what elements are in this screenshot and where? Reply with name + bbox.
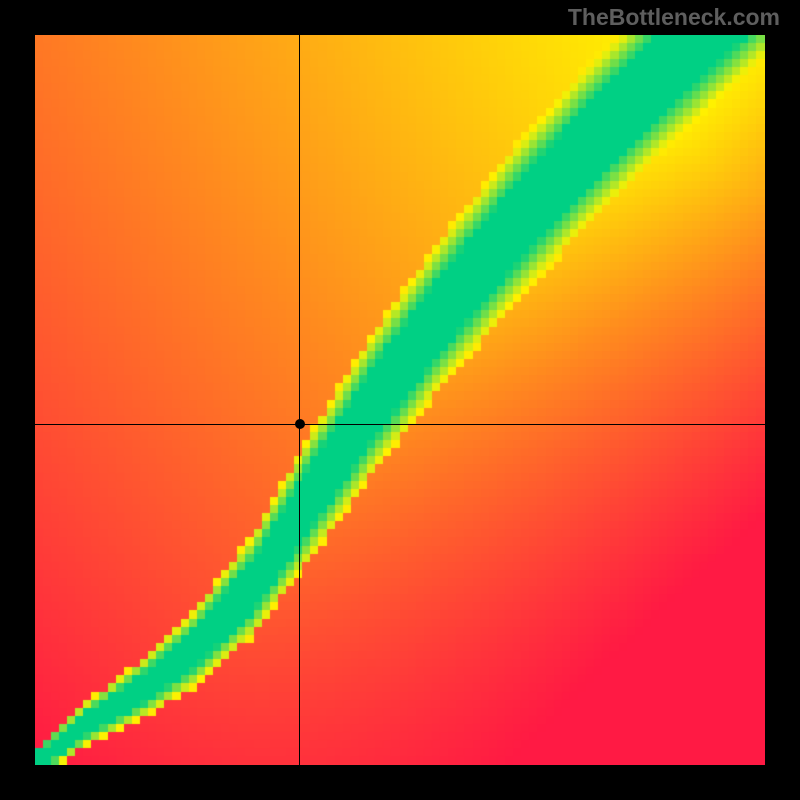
heatmap-plot-area — [35, 35, 765, 765]
chart-container: TheBottleneck.com — [0, 0, 800, 800]
heatmap-canvas — [35, 35, 765, 765]
crosshair-horizontal — [35, 424, 765, 425]
crosshair-vertical — [299, 35, 300, 765]
watermark-text: TheBottleneck.com — [568, 4, 780, 31]
crosshair-marker — [295, 419, 305, 429]
